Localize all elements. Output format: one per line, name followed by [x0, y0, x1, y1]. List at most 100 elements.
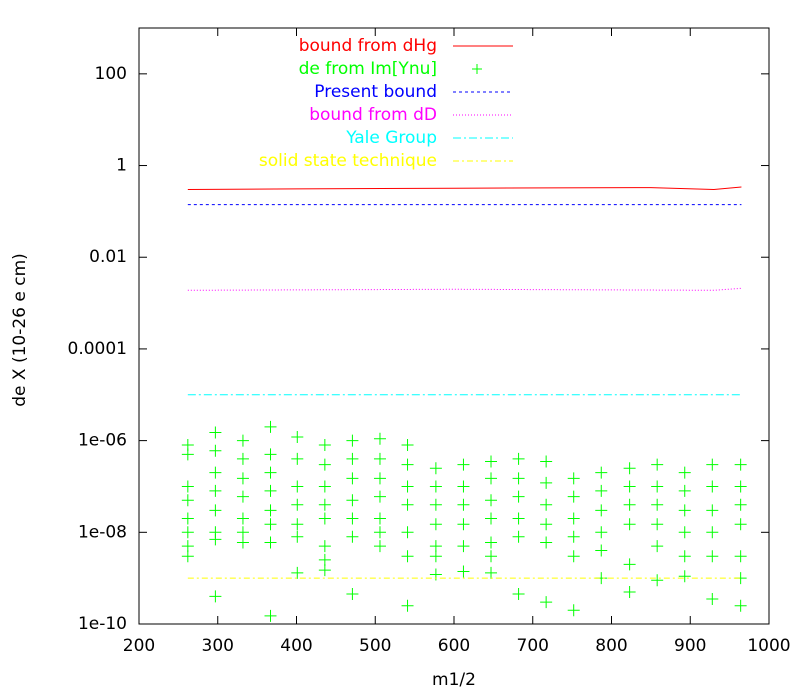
scatter-point [595, 544, 608, 557]
scatter-point [318, 439, 331, 452]
y-tick-label: 1e-06 [78, 431, 127, 451]
scatter-point [401, 480, 414, 493]
scatter-point [540, 536, 553, 549]
scatter-point [291, 480, 304, 493]
x-tick-label: 600 [438, 636, 470, 656]
x-tick-label: 200 [123, 636, 155, 656]
scatter-point [706, 593, 719, 606]
scatter-point [623, 558, 636, 571]
scatter-point [264, 420, 277, 433]
series-line [187, 287, 742, 291]
scatter-point [734, 480, 747, 493]
scatter-point [318, 564, 331, 577]
scatter-point [429, 480, 442, 493]
scatter-point [457, 480, 470, 493]
scatter-point [567, 490, 580, 503]
scatter-point [429, 518, 442, 531]
scatter-point [346, 472, 359, 485]
scatter-point [318, 553, 331, 566]
scatter-point [540, 518, 553, 531]
scatter-point [401, 599, 414, 612]
scatter-point [678, 466, 691, 479]
scatter-point [485, 536, 498, 549]
scatter-point [236, 472, 249, 485]
scatter-point [540, 596, 553, 609]
scatter-point [540, 476, 553, 489]
scatter-point [373, 452, 386, 465]
y-tick-label: 0.0001 [68, 339, 127, 359]
x-axis-label: m1/2 [432, 670, 476, 690]
scatter-point [706, 458, 719, 471]
scatter-point [651, 480, 664, 493]
scatter-point [346, 512, 359, 525]
scatter-point [595, 526, 608, 539]
scatter-point [291, 530, 304, 543]
scatter-point [346, 434, 359, 447]
scatter-point [512, 452, 525, 465]
y-tick-label: 1 [116, 156, 127, 176]
scatter-point [291, 518, 304, 531]
scatter-point [264, 504, 277, 517]
scatter-point [734, 458, 747, 471]
scatter-point [512, 588, 525, 601]
scatter-point [734, 518, 747, 531]
scatter-point [209, 533, 222, 546]
scatter-point [429, 550, 442, 563]
scatter-point [540, 498, 553, 511]
scatter-point [181, 448, 194, 461]
scatter-point [236, 526, 249, 539]
scatter-point [236, 434, 249, 447]
scatter-point [595, 484, 608, 497]
series-line [187, 186, 742, 191]
scatter-point [678, 570, 691, 583]
scatter-point [485, 472, 498, 485]
scatter-point [651, 458, 664, 471]
scatter-point [567, 512, 580, 525]
scatter-point [236, 490, 249, 503]
scatter-point [623, 480, 636, 493]
scatter-point [623, 498, 636, 511]
scatter-point [595, 504, 608, 517]
scatter-point [401, 439, 414, 452]
scatter-point [181, 550, 194, 563]
scatter-point [373, 432, 386, 445]
plot-border [138, 27, 770, 625]
scatter-point [595, 466, 608, 479]
scatter-point [734, 599, 747, 612]
scatter-point [429, 568, 442, 581]
scatter-point [623, 585, 636, 598]
scatter-point [209, 426, 222, 439]
scatter-point [651, 518, 664, 531]
scatter-point [373, 526, 386, 539]
scatter-point [209, 504, 222, 517]
scatter-point [429, 498, 442, 511]
x-tick-label: 900 [674, 636, 706, 656]
scatter-point [540, 455, 553, 468]
x-tick-label: 500 [359, 636, 391, 656]
legend-label: Present bound [314, 82, 437, 102]
x-tick-label: 700 [517, 636, 549, 656]
scatter-point [318, 540, 331, 553]
legend-label: solid state technique [259, 151, 437, 171]
scatter-point [678, 550, 691, 563]
scatter-point [457, 518, 470, 531]
scatter-point [567, 530, 580, 543]
scatter-point [485, 512, 498, 525]
scatter-point [567, 472, 580, 485]
y-tick-label: 100 [95, 64, 127, 84]
scatter-point [706, 480, 719, 493]
x-tick-label: 1000 [747, 636, 790, 656]
scatter-point [264, 609, 277, 622]
scatter-point [457, 540, 470, 553]
scatter-point [264, 466, 277, 479]
scatter-point [209, 444, 222, 457]
scatter-point [623, 518, 636, 531]
scatter-point [373, 512, 386, 525]
scatter-point [181, 526, 194, 539]
scatter-point [291, 566, 304, 579]
scatter-point [346, 588, 359, 601]
scatter-point [181, 512, 194, 525]
scatter-point [678, 484, 691, 497]
y-tick-label: 0.01 [89, 247, 127, 267]
